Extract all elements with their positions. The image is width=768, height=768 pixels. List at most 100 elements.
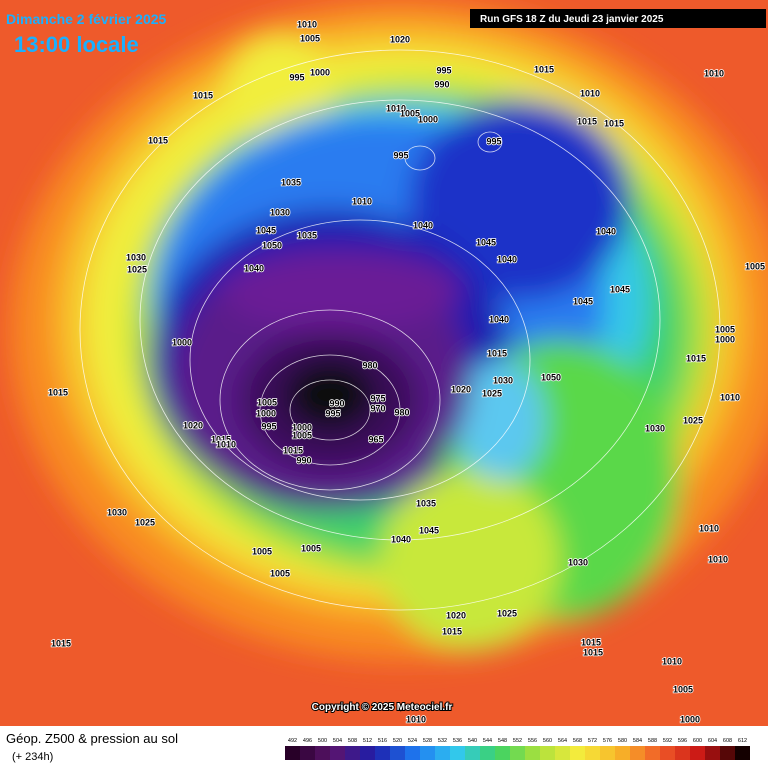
pressure-label: 1015 [686, 353, 706, 363]
pressure-label: 1005 [252, 546, 272, 556]
copyright: Copyright © 2025 Meteociel.fr [312, 702, 453, 713]
pressure-label: 1020 [446, 610, 466, 620]
pressure-label: 975 [370, 393, 385, 403]
pressure-label: 1000 [292, 422, 312, 432]
scale-swatch [645, 746, 660, 760]
pressure-label: 1015 [604, 118, 624, 128]
pressure-label: 1045 [610, 284, 630, 294]
scale-swatch [570, 746, 585, 760]
scale-swatch [720, 746, 735, 760]
pressure-label: 1010 [406, 714, 426, 724]
scale-label: 504 [333, 738, 342, 744]
pressure-label: 1035 [281, 177, 301, 187]
scale-label: 548 [498, 738, 507, 744]
scale-label: 596 [678, 738, 687, 744]
pressure-label: 1015 [211, 434, 231, 444]
pressure-label: 1010 [720, 392, 740, 402]
scale-label: 492 [288, 738, 297, 744]
pressure-label: 1035 [416, 498, 436, 508]
pressure-label: 1005 [257, 397, 277, 407]
pressure-label: 1030 [568, 557, 588, 567]
scale-label: 588 [648, 738, 657, 744]
pressure-label: 1000 [715, 334, 735, 344]
scale-swatch [435, 746, 450, 760]
pressure-label: 1035 [297, 230, 317, 240]
scale-swatch [405, 746, 420, 760]
pressure-label: 1040 [596, 226, 616, 236]
pressure-label: 1005 [715, 324, 735, 334]
pressure-label: 1005 [300, 33, 320, 43]
pressure-label: 1005 [270, 568, 290, 578]
scale-label: 496 [303, 738, 312, 744]
pressure-label: 1030 [493, 375, 513, 385]
scale-label: 568 [573, 738, 582, 744]
scale-swatch [360, 746, 375, 760]
scale-swatch [675, 746, 690, 760]
scale-label: 540 [468, 738, 477, 744]
scale-label: 572 [588, 738, 597, 744]
pressure-label: 1040 [244, 263, 264, 273]
scale-label: 560 [543, 738, 552, 744]
pressure-label: 1010 [662, 656, 682, 666]
pressure-label: 1040 [497, 254, 517, 264]
scale-swatch [480, 746, 495, 760]
pressure-label: 1025 [135, 517, 155, 527]
pressure-label: 1015 [193, 90, 213, 100]
scale-label: 608 [723, 738, 732, 744]
pressure-label: 1005 [673, 684, 693, 694]
pressure-label: 1050 [262, 240, 282, 250]
scale-swatch [330, 746, 345, 760]
pressure-label: 995 [261, 421, 276, 431]
pressure-label: 995 [289, 72, 304, 82]
scale-swatch [315, 746, 330, 760]
scale-swatch [510, 746, 525, 760]
pressure-label: 1015 [487, 348, 507, 358]
scale-label: 532 [438, 738, 447, 744]
pressure-label: 1015 [48, 387, 68, 397]
scale-swatch [375, 746, 390, 760]
pressure-label: 1040 [391, 534, 411, 544]
scale-swatch [660, 746, 675, 760]
pressure-label: 1025 [683, 415, 703, 425]
pressure-label: 1045 [419, 525, 439, 535]
pressure-label: 1015 [583, 647, 603, 657]
pressure-label: 1045 [573, 296, 593, 306]
pressure-label: 1040 [413, 220, 433, 230]
pressure-label: 1050 [541, 372, 561, 382]
scale-label: 556 [528, 738, 537, 744]
pressure-label: 1005 [292, 430, 312, 440]
pressure-label: 1015 [148, 135, 168, 145]
pressure-label: 995 [393, 150, 408, 160]
pressure-label: 1025 [497, 608, 517, 618]
pressure-label: 1000 [172, 337, 192, 347]
pressure-label: 990 [329, 398, 344, 408]
scale-label: 612 [738, 738, 747, 744]
scale-swatch [300, 746, 315, 760]
pressure-label: 1020 [183, 420, 203, 430]
scale-label: 604 [708, 738, 717, 744]
pressure-label: 1025 [482, 388, 502, 398]
scale-label: 500 [318, 738, 327, 744]
pressure-label: 1010 [386, 103, 406, 113]
pressure-label: 1000 [680, 714, 700, 724]
pressure-label: 1010 [708, 554, 728, 564]
scale-swatch [525, 746, 540, 760]
scale-label: 580 [618, 738, 627, 744]
pressure-label: 1045 [256, 225, 276, 235]
scale-swatch [705, 746, 720, 760]
pressure-label: 1005 [400, 108, 420, 118]
pressure-label: 1015 [51, 638, 71, 648]
pressure-label: 990 [296, 455, 311, 465]
pressure-label: 1015 [442, 626, 462, 636]
pressure-label: 1015 [283, 445, 303, 455]
scale-label: 544 [483, 738, 492, 744]
scale-swatch [345, 746, 360, 760]
pressure-label: 1015 [577, 116, 597, 126]
pressure-label: 1020 [390, 34, 410, 44]
pressure-label: 1020 [451, 384, 471, 394]
caption-title: Géop. Z500 & pression au sol [6, 731, 178, 746]
scale-swatch [465, 746, 480, 760]
scale-label: 512 [363, 738, 372, 744]
